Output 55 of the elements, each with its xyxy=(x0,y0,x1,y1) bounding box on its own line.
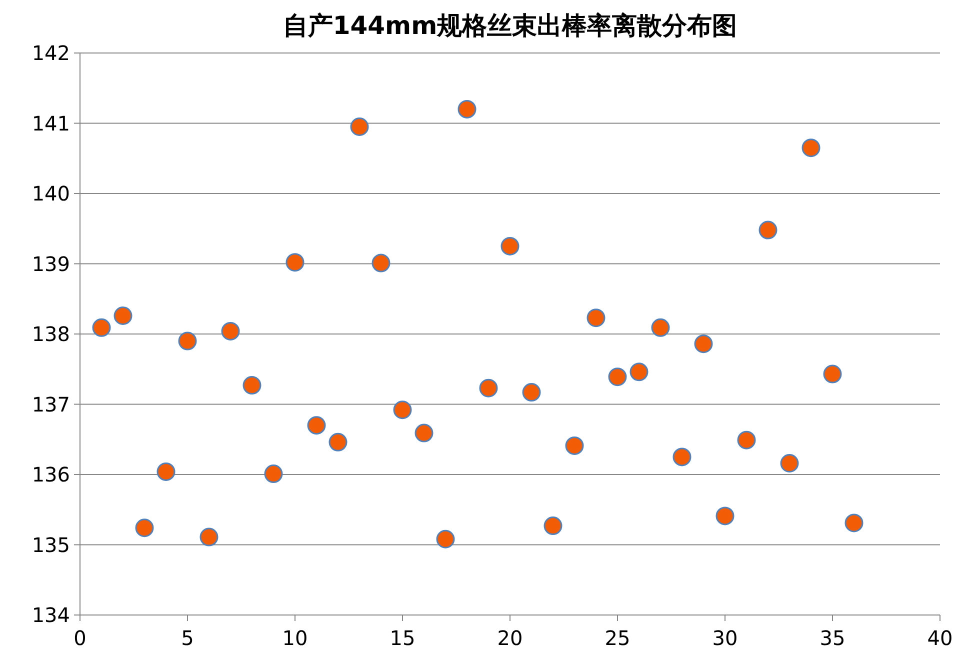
x-tick-label: 20 xyxy=(497,626,523,650)
y-tick-label: 140 xyxy=(32,182,70,206)
point xyxy=(737,430,756,450)
point xyxy=(200,528,218,546)
y-tick-label: 142 xyxy=(32,41,70,65)
point xyxy=(414,424,434,442)
point xyxy=(114,306,132,325)
point xyxy=(350,118,369,136)
point xyxy=(780,454,799,473)
point xyxy=(694,334,713,354)
x-tick-label: 10 xyxy=(282,626,308,650)
point xyxy=(221,322,240,340)
point xyxy=(565,436,584,455)
x-tick-label: 40 xyxy=(927,626,953,650)
x-tick-label: 15 xyxy=(390,626,416,650)
point xyxy=(544,516,562,536)
point xyxy=(608,368,627,386)
point xyxy=(823,364,842,384)
point xyxy=(500,236,520,256)
y-tick-label: 136 xyxy=(32,462,70,486)
point xyxy=(328,432,348,452)
y-tick-label: 134 xyxy=(32,603,70,627)
point xyxy=(156,462,176,481)
y-tick-label: 141 xyxy=(32,111,70,136)
point xyxy=(758,220,778,240)
point xyxy=(522,383,541,402)
point xyxy=(264,464,283,484)
point xyxy=(242,376,262,395)
x-tick-label: 30 xyxy=(712,626,738,650)
point xyxy=(672,448,692,466)
point xyxy=(307,416,326,435)
point xyxy=(716,506,734,526)
point xyxy=(178,332,197,350)
x-tick-label: 35 xyxy=(820,626,846,650)
point xyxy=(286,253,304,272)
point xyxy=(802,138,820,158)
x-tick-label: 0 xyxy=(74,626,86,650)
x-tick-label: 25 xyxy=(604,626,630,650)
x-tick-label: 5 xyxy=(181,626,194,650)
point xyxy=(92,318,111,337)
point xyxy=(479,378,498,398)
point xyxy=(630,362,648,382)
point xyxy=(844,514,864,532)
y-tick-label: 137 xyxy=(32,392,70,416)
y-tick-label: 139 xyxy=(32,252,70,276)
point xyxy=(393,400,412,420)
point xyxy=(651,318,670,337)
point xyxy=(135,518,154,538)
point xyxy=(458,100,476,118)
y-tick-label: 135 xyxy=(32,532,70,557)
chart-title: 自产144mm规格丝束出棒率离散分布图 xyxy=(282,11,738,40)
point xyxy=(372,254,390,272)
point xyxy=(436,530,455,548)
y-tick-label: 138 xyxy=(32,322,70,346)
point xyxy=(586,308,606,328)
